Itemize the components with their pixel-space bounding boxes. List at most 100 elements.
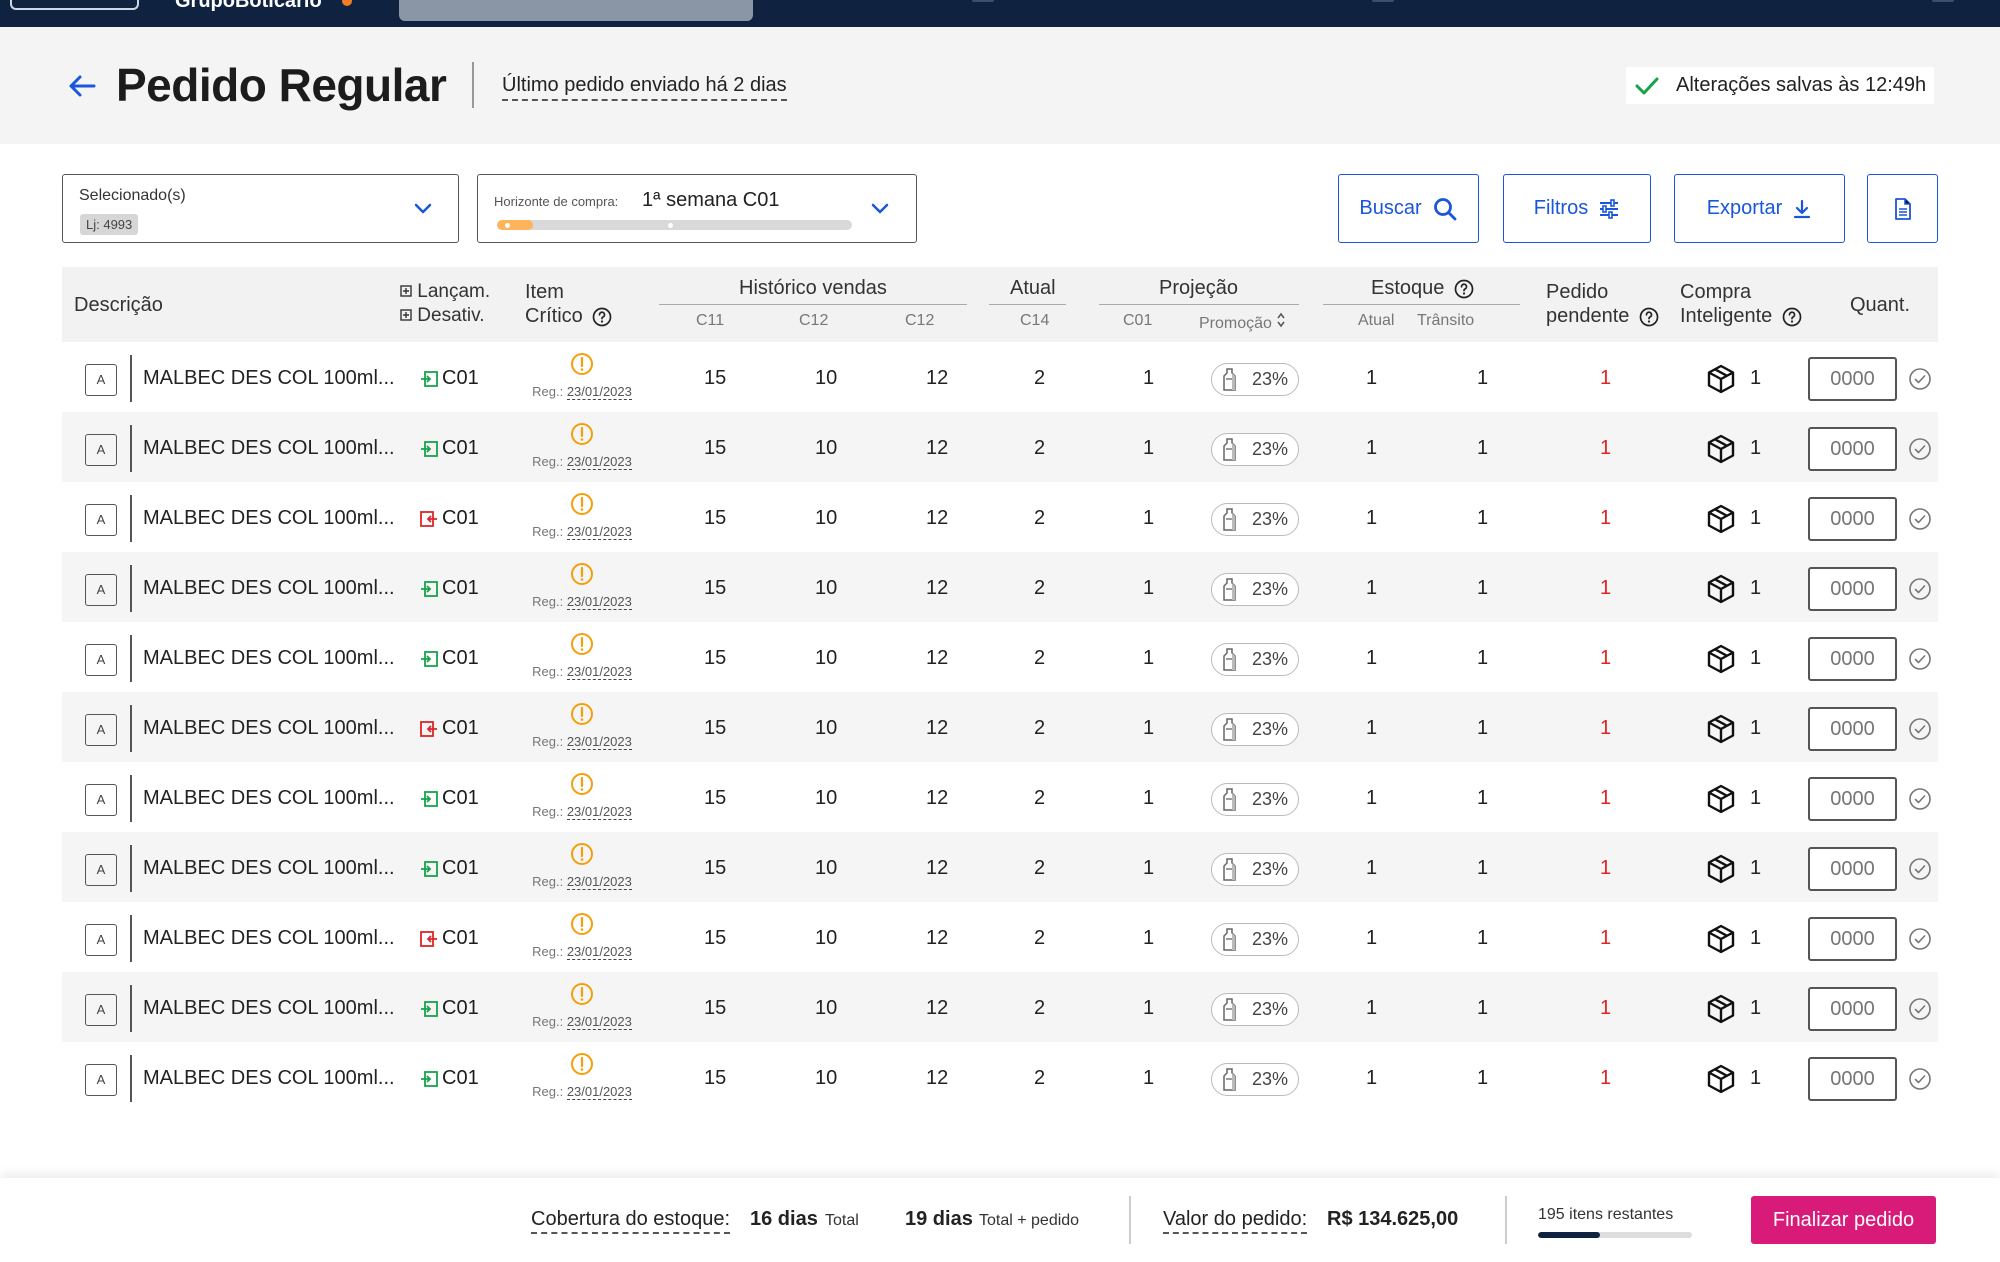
registration-label: Reg.: <box>532 1084 564 1099</box>
quantity-input[interactable] <box>1808 987 1897 1031</box>
critical-item[interactable]: Reg.: 23/01/2023 <box>522 1052 642 1100</box>
promotion-badge[interactable]: 23% <box>1211 713 1299 746</box>
nav-item[interactable] <box>1932 0 1954 2</box>
help-icon[interactable] <box>1782 307 1802 327</box>
back-button[interactable] <box>66 70 98 102</box>
quantity-input[interactable] <box>1808 567 1897 611</box>
check-circle-icon[interactable] <box>1908 367 1932 391</box>
critical-item[interactable]: Reg.: 23/01/2023 <box>522 422 642 470</box>
registration-info: Reg.: 23/01/2023 <box>522 1084 642 1100</box>
nav-item[interactable] <box>1372 0 1394 2</box>
critical-item[interactable]: Reg.: 23/01/2023 <box>522 352 642 400</box>
check-circle-icon[interactable] <box>1908 787 1932 811</box>
promotion-badge[interactable]: 23% <box>1211 643 1299 676</box>
registration-label: Reg.: <box>532 524 564 539</box>
critical-item[interactable]: Reg.: 23/01/2023 <box>522 982 642 1030</box>
product-description[interactable]: MALBEC DES COL 100ml... <box>143 1067 395 1089</box>
quantity-input[interactable] <box>1808 917 1897 961</box>
check-circle-icon[interactable] <box>1908 577 1932 601</box>
header-launch-label: Lançam. <box>417 281 491 302</box>
menu-button[interactable] <box>10 0 139 10</box>
help-icon[interactable] <box>592 307 612 327</box>
purchase-horizon-select[interactable]: Horizonte de compra: 1ª semana C01 <box>477 174 917 243</box>
quantity-input[interactable] <box>1808 777 1897 821</box>
arrow-in-icon <box>421 370 438 387</box>
check-circle-icon[interactable] <box>1908 1067 1932 1091</box>
chevron-down-icon <box>871 203 889 214</box>
cell-current: 2 <box>1034 717 1046 739</box>
help-icon[interactable] <box>1454 279 1474 299</box>
quantity-input[interactable] <box>1808 1057 1897 1101</box>
product-description[interactable]: MALBEC DES COL 100ml... <box>143 437 395 459</box>
check-circle-icon[interactable] <box>1908 857 1932 881</box>
quantity-input[interactable] <box>1808 847 1897 891</box>
export-button[interactable]: Exportar <box>1674 174 1845 243</box>
quantity-input[interactable] <box>1808 357 1897 401</box>
cell-h3: 12 <box>926 857 949 879</box>
product-description[interactable]: MALBEC DES COL 100ml... <box>143 997 395 1019</box>
finalize-order-button[interactable]: Finalizar pedido <box>1751 1196 1936 1244</box>
promotion-badge[interactable]: 23% <box>1211 923 1299 956</box>
promotion-value: 23% <box>1252 1069 1289 1089</box>
quantity-input[interactable] <box>1808 497 1897 541</box>
store-select[interactable]: Selecionado(s) Lj: 4993 <box>62 174 459 243</box>
order-value-label[interactable]: Valor do pedido: <box>1163 1208 1308 1234</box>
check-circle-icon[interactable] <box>1908 437 1932 461</box>
promotion-badge[interactable]: 23% <box>1211 503 1299 536</box>
promotion-badge[interactable]: 23% <box>1211 1063 1299 1096</box>
check-circle-icon[interactable] <box>1908 507 1932 531</box>
cell-h2: 10 <box>815 787 838 809</box>
header-promo-sort[interactable]: Promoção <box>1199 312 1286 333</box>
document-button[interactable] <box>1867 174 1938 243</box>
header-deactivate-label: Desativ. <box>417 305 485 326</box>
critical-item[interactable]: Reg.: 23/01/2023 <box>522 912 642 960</box>
check-circle-icon[interactable] <box>1908 717 1932 741</box>
cell-current: 2 <box>1034 857 1046 879</box>
promotion-value: 23% <box>1252 439 1289 459</box>
critical-item[interactable]: Reg.: 23/01/2023 <box>522 562 642 610</box>
cell-h2: 10 <box>815 997 838 1019</box>
cell-h3: 12 <box>926 367 949 389</box>
promotion-badge[interactable]: 23% <box>1211 993 1299 1026</box>
product-description[interactable]: MALBEC DES COL 100ml... <box>143 927 395 949</box>
product-description[interactable]: MALBEC DES COL 100ml... <box>143 577 395 599</box>
product-description[interactable]: MALBEC DES COL 100ml... <box>143 787 395 809</box>
critical-item[interactable]: Reg.: 23/01/2023 <box>522 842 642 890</box>
check-circle-icon[interactable] <box>1908 647 1932 671</box>
critical-item[interactable]: Reg.: 23/01/2023 <box>522 772 642 820</box>
critical-item[interactable]: Reg.: 23/01/2023 <box>522 492 642 540</box>
row-divider <box>130 635 132 682</box>
critical-item[interactable]: Reg.: 23/01/2023 <box>522 702 642 750</box>
product-description[interactable]: MALBEC DES COL 100ml... <box>143 507 395 529</box>
nav-item[interactable] <box>972 0 994 2</box>
promotion-badge[interactable]: 23% <box>1211 433 1299 466</box>
coverage-label[interactable]: Cobertura do estoque: <box>531 1208 731 1234</box>
promotion-badge[interactable]: 23% <box>1211 853 1299 886</box>
cell-smart: 1 <box>1750 437 1762 459</box>
check-circle-icon[interactable] <box>1908 927 1932 951</box>
search-button[interactable]: Buscar <box>1338 174 1479 243</box>
product-description[interactable]: MALBEC DES COL 100ml... <box>143 857 395 879</box>
cell-h1: 15 <box>704 367 727 389</box>
promotion-badge[interactable]: 23% <box>1211 573 1299 606</box>
header-deactivate[interactable]: Desativ. <box>400 304 485 328</box>
arrow-in-icon <box>421 860 438 877</box>
product-description[interactable]: MALBEC DES COL 100ml... <box>143 717 395 739</box>
check-circle-icon[interactable] <box>1908 997 1932 1021</box>
quantity-input[interactable] <box>1808 637 1897 681</box>
last-order-info[interactable]: Último pedido enviado há 2 dias <box>502 74 787 101</box>
registration-label: Reg.: <box>532 664 564 679</box>
product-description[interactable]: MALBEC DES COL 100ml... <box>143 647 395 669</box>
quantity-input[interactable] <box>1808 427 1897 471</box>
global-search-input[interactable] <box>399 0 753 21</box>
help-icon[interactable] <box>1639 307 1659 327</box>
critical-item[interactable]: Reg.: 23/01/2023 <box>522 632 642 680</box>
cell-projection: 1 <box>1143 577 1155 599</box>
header-launch[interactable]: Lançam. <box>400 280 490 304</box>
promotion-badge[interactable]: 23% <box>1211 783 1299 816</box>
promotion-badge[interactable]: 23% <box>1211 363 1299 396</box>
quantity-input[interactable] <box>1808 707 1897 751</box>
filters-button[interactable]: Filtros <box>1503 174 1651 243</box>
registration-label: Reg.: <box>532 454 564 469</box>
product-description[interactable]: MALBEC DES COL 100ml... <box>143 367 395 389</box>
